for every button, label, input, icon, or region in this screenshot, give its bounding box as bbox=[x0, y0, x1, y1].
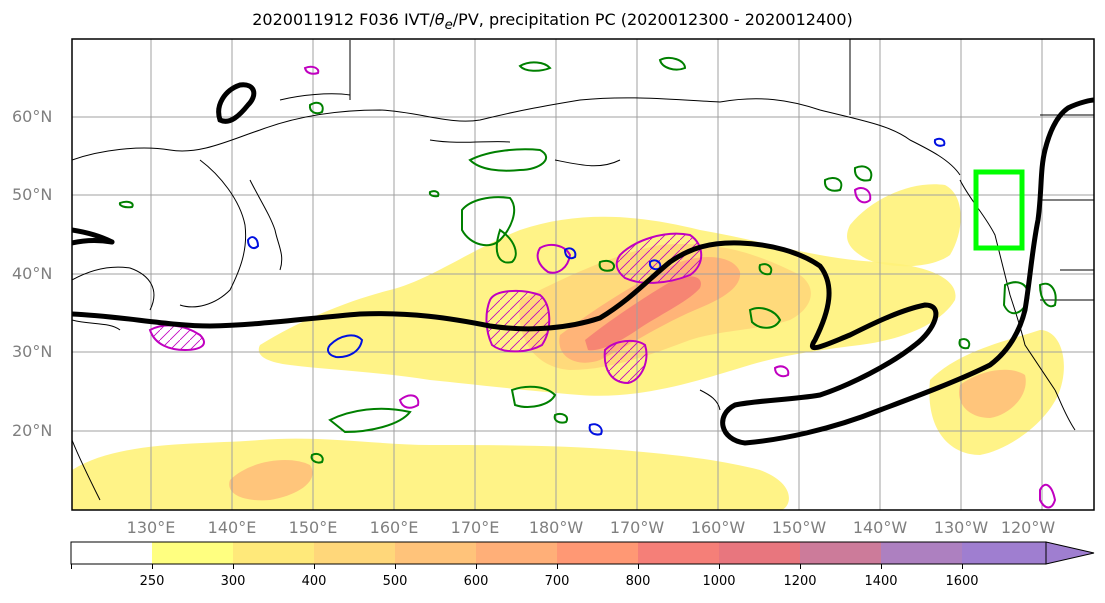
colorbar-outline bbox=[70, 541, 1047, 565]
lon-label-150e: 150°E bbox=[288, 518, 338, 537]
colorbar-cell bbox=[233, 542, 314, 564]
colorbar-cell bbox=[395, 542, 476, 564]
colorbar-cell bbox=[962, 542, 1046, 564]
lat-label-40n: 40°N bbox=[12, 264, 53, 283]
ivt-shading bbox=[72, 184, 1064, 510]
colorbar-label-700: 700 bbox=[544, 574, 570, 589]
target-region-box bbox=[973, 169, 1025, 251]
lon-label-170w: 170°W bbox=[609, 518, 665, 537]
lon-label-160w: 160°W bbox=[690, 518, 746, 537]
pv-contours-negative bbox=[246, 137, 946, 436]
pv-contours bbox=[148, 65, 1057, 509]
colorbar-label-1200: 1200 bbox=[783, 574, 817, 589]
colorbar-label-1400: 1400 bbox=[864, 574, 898, 589]
lon-label-160e: 160°E bbox=[369, 518, 419, 537]
colorbar-cell bbox=[881, 542, 962, 564]
lon-label-140w: 140°W bbox=[852, 518, 908, 537]
lon-label-130e: 130°E bbox=[126, 518, 176, 537]
lat-label-20n: 20°N bbox=[12, 421, 53, 440]
lon-label-130w: 130°W bbox=[933, 518, 989, 537]
lat-label-50n: 50°N bbox=[12, 185, 53, 204]
lon-label-170e: 170°E bbox=[450, 518, 500, 537]
colorbar-label-1000: 1000 bbox=[702, 574, 736, 589]
precip-contours bbox=[118, 57, 1057, 464]
colorbar-label-300: 300 bbox=[220, 574, 246, 589]
coastlines bbox=[72, 39, 1094, 501]
map-frame bbox=[71, 38, 1095, 511]
lon-label-120w: 120°W bbox=[1000, 518, 1056, 537]
colorbar-cell bbox=[557, 542, 638, 564]
colorbar-cell bbox=[719, 542, 800, 564]
map-title: 2020011912 F036 IVT/θe/PV, precipitation… bbox=[252, 10, 853, 34]
colorbar-label-800: 800 bbox=[625, 574, 651, 589]
map-panel bbox=[71, 38, 1095, 511]
colorbar-cell bbox=[476, 542, 557, 564]
lat-label-30n: 30°N bbox=[12, 342, 53, 361]
lon-label-150w: 150°W bbox=[771, 518, 827, 537]
colorbar-cell bbox=[638, 542, 719, 564]
lon-label-140e: 140°E bbox=[207, 518, 257, 537]
colorbar-label-400: 400 bbox=[301, 574, 327, 589]
theta-e-contour bbox=[72, 82, 1094, 446]
lat-label-60n: 60°N bbox=[12, 107, 53, 126]
colorbar-extend-arrow bbox=[1045, 541, 1095, 565]
colorbar-label-1600: 1600 bbox=[945, 574, 979, 589]
colorbar-cell bbox=[71, 542, 152, 564]
colorbar-label-250: 250 bbox=[139, 574, 165, 589]
lon-label-180w: 180°W bbox=[528, 518, 584, 537]
colorbar-label-600: 600 bbox=[463, 574, 489, 589]
colorbar-cell bbox=[152, 542, 233, 564]
colorbar-cell bbox=[314, 542, 395, 564]
colorbar-label-500: 500 bbox=[382, 574, 408, 589]
colorbar-cell bbox=[800, 542, 881, 564]
